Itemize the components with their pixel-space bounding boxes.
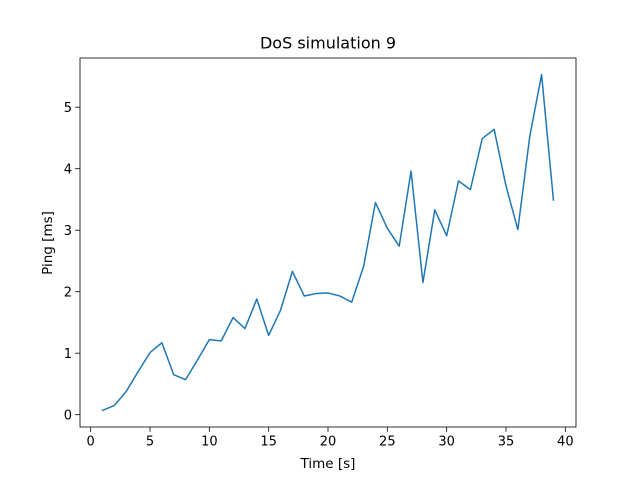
y-tick-label: 4 (64, 162, 72, 177)
x-tick-label: 10 (201, 435, 218, 450)
x-tick-label: 40 (557, 435, 574, 450)
series-line (101, 73, 555, 412)
x-tick-label: 5 (146, 435, 154, 450)
x-axis-label: Time [s] (300, 456, 356, 472)
y-tick-label: 1 (64, 347, 72, 362)
y-tick-label: 2 (64, 285, 72, 300)
x-tick-label: 15 (260, 435, 277, 450)
x-tick-label: 25 (379, 435, 396, 450)
y-tick-label: 0 (64, 408, 72, 423)
x-tick-label: 20 (320, 435, 337, 450)
y-tick-label: 5 (64, 101, 72, 116)
y-axis: 0 1 2 3 4 5 (64, 101, 80, 423)
chart-title: DoS simulation 9 (260, 34, 396, 53)
x-axis: 0 5 10 15 20 25 30 35 40 (87, 427, 574, 450)
x-tick-label: 35 (498, 435, 515, 450)
x-tick-label: 0 (87, 435, 95, 450)
y-tick-label: 3 (64, 224, 72, 239)
y-axis-label: Ping [ms] (40, 211, 56, 275)
x-tick-label: 30 (438, 435, 455, 450)
